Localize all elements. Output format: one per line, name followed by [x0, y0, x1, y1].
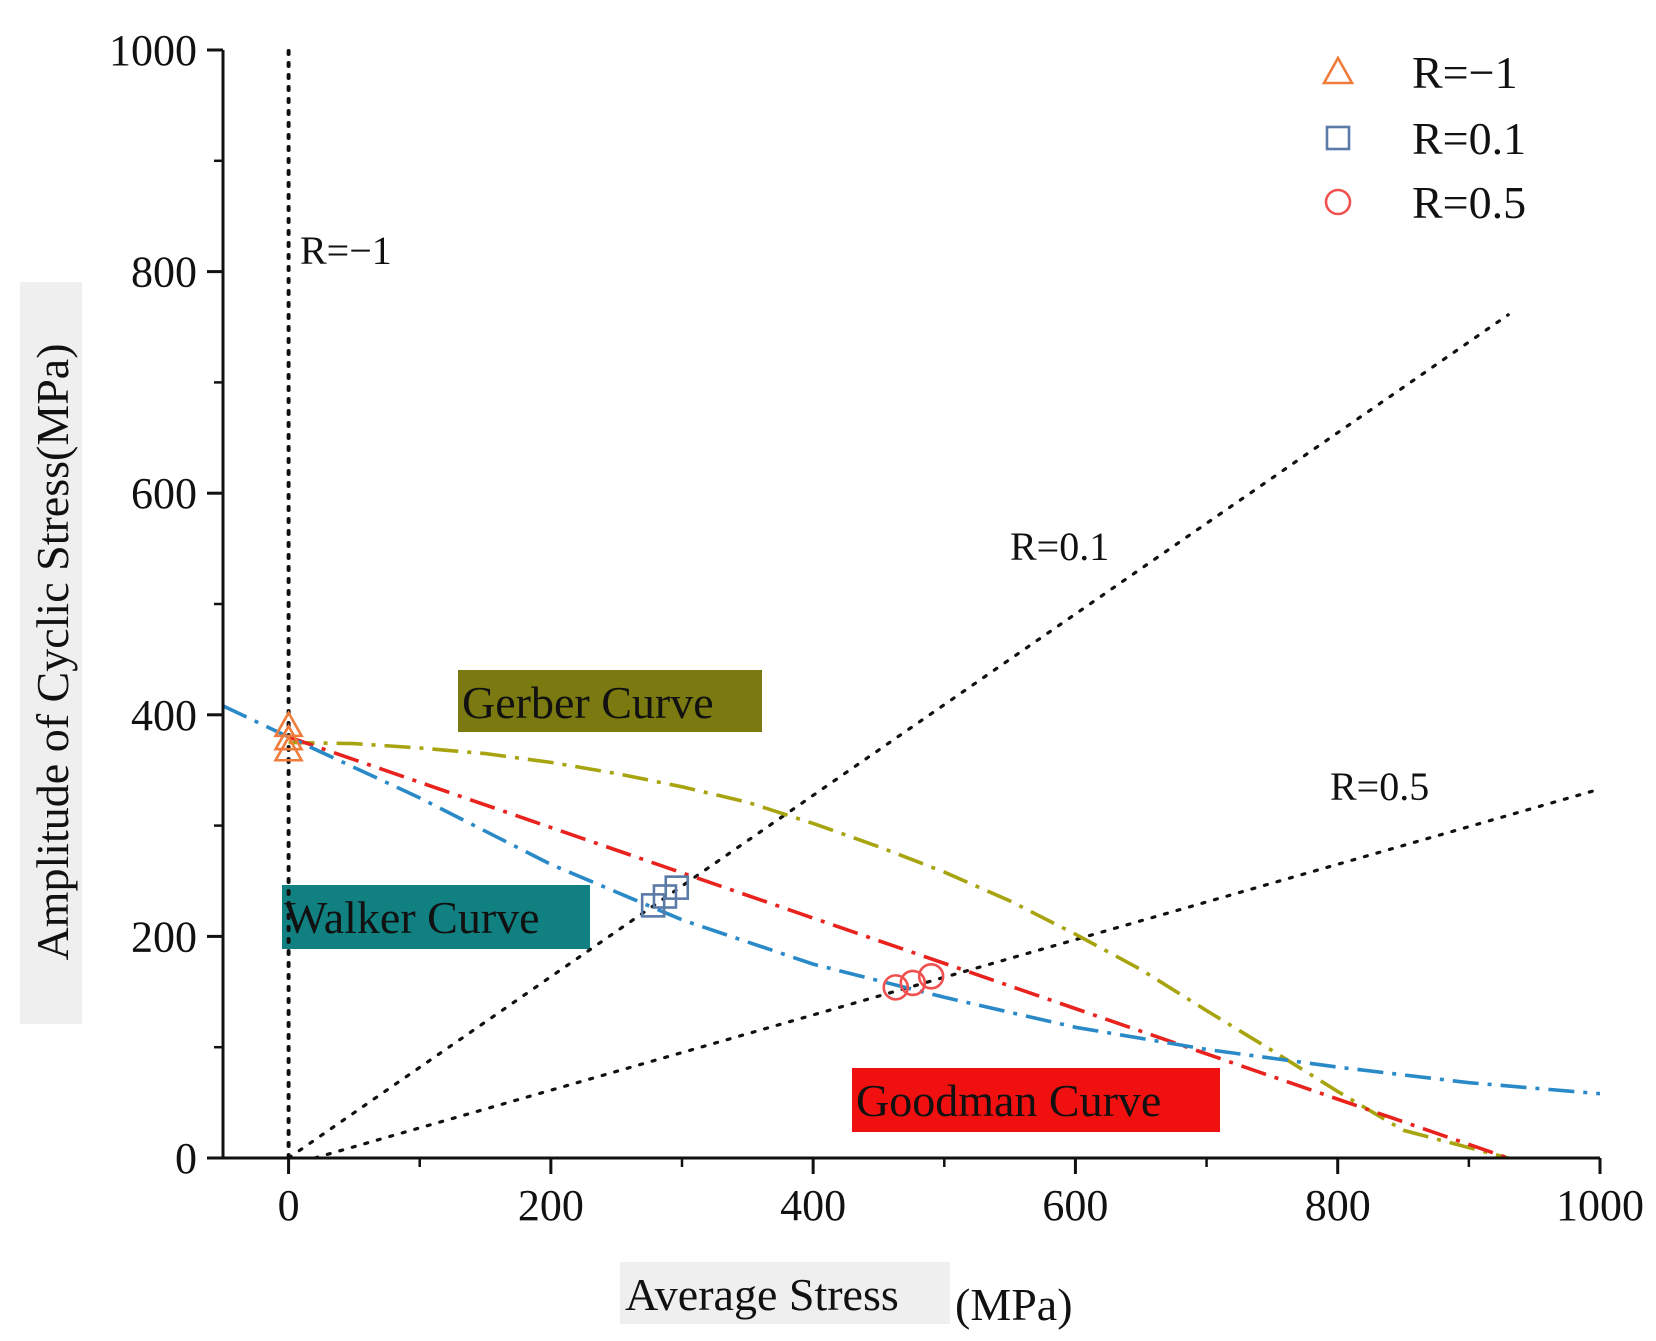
- legend-marker-circle: [1324, 188, 1352, 216]
- annotation-r-minus-1: R=−1: [300, 228, 392, 273]
- x-tick-label-200: 200: [518, 1181, 584, 1230]
- ylabel-bg: [20, 282, 82, 1024]
- reference-line-3: [313, 787, 1602, 1160]
- plot-area: 0 200 400 600 800 1000 0 200 400 600 800 1000 Averag…: [20, 26, 1644, 1330]
- annotation-r-0-1: R=0.1: [1010, 524, 1109, 569]
- x-tick-label-600: 600: [1042, 1181, 1108, 1230]
- y-tick-label-800: 800: [131, 248, 197, 297]
- marker-triangle-3: [273, 734, 304, 762]
- x-tick-label-400: 400: [780, 1181, 846, 1230]
- curve-walker-curve: [222, 704, 1601, 1096]
- curve-label-goodman-curve: Goodman Curve: [856, 1075, 1161, 1126]
- marker-triangle-2: [273, 723, 304, 751]
- x-axis-title: Average Stress: [625, 1269, 899, 1320]
- curve-label-bg-walker-curve: [282, 885, 590, 949]
- legend-label-2: R=0.1: [1412, 113, 1526, 164]
- curve-gerber-curve: [288, 740, 1509, 1160]
- annotation-r-0-5: R=0.5: [1330, 764, 1429, 809]
- curve-label-bg-goodman-curve: [852, 1068, 1220, 1132]
- marker-circle-1: [882, 974, 910, 1001]
- legend-label-1: R=−1: [1412, 47, 1518, 98]
- y-tick-label-0: 0: [175, 1134, 197, 1183]
- y-tick-label-1000: 1000: [109, 26, 197, 75]
- x-tick-label-0: 0: [278, 1181, 300, 1230]
- curve-label-bg-gerber-curve: [458, 670, 762, 732]
- legend-marker-triangle: [1321, 55, 1355, 85]
- reference-line-2: [287, 313, 1510, 1160]
- marker-circle-3: [917, 962, 945, 990]
- x-tick-label-1000: 1000: [1556, 1181, 1644, 1230]
- curve-label-gerber-curve: Gerber Curve: [462, 677, 714, 728]
- curve-label-walker-curve: Walker Curve: [284, 892, 540, 943]
- y-tick-label-200: 200: [131, 912, 197, 961]
- y-axis-title: Amplitude of Cyclic Stress(MPa): [27, 343, 78, 960]
- curve-goodman-curve: [288, 735, 1509, 1160]
- y-tick-label-400: 400: [131, 691, 197, 740]
- x-axis-unit: (MPa): [955, 1279, 1073, 1330]
- legend-label-3: R=0.5: [1412, 177, 1526, 228]
- legend-marker-square: [1325, 125, 1351, 151]
- marker-square-3: [664, 875, 690, 900]
- xlabel-bg: [620, 1262, 950, 1324]
- marker-circle-2: [899, 969, 927, 997]
- y-tick-label-600: 600: [131, 469, 197, 518]
- x-tick-label-800: 800: [1305, 1181, 1371, 1230]
